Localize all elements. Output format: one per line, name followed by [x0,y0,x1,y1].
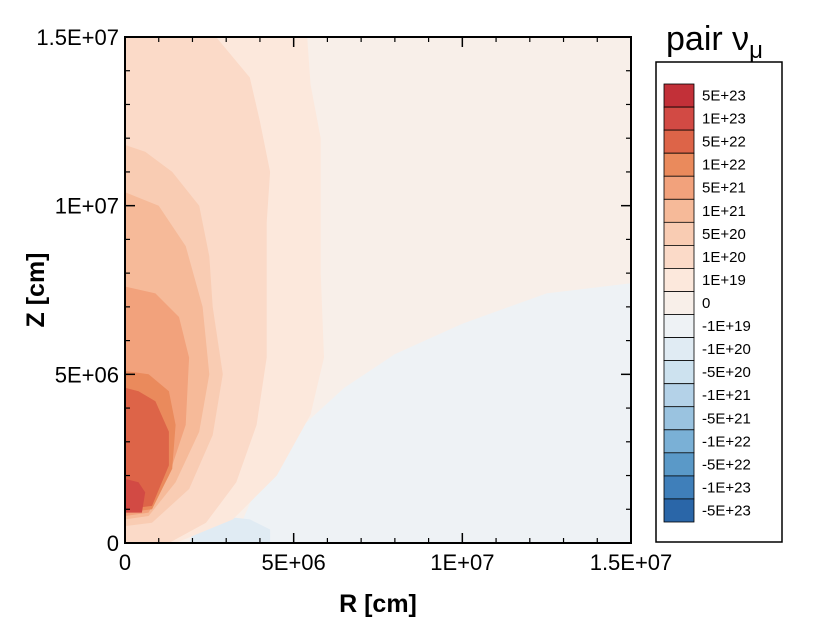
x-tick-label: 5E+06 [262,550,326,575]
colorbar-swatch [663,221,695,246]
y-axis-label: Z [cm] [22,253,50,328]
colorbar-label: 0 [702,295,710,312]
colorbar-swatch [663,360,695,385]
colorbar-swatch [663,383,695,408]
contour-region [125,478,146,513]
colorbar-swatch [663,498,695,523]
colorbar-swatch [663,267,695,292]
colorbar-swatch [663,337,695,362]
colorbar-swatch [663,175,695,200]
colorbar-swatch [663,314,695,339]
x-axis-label: R [cm] [339,590,417,618]
colorbar: 5E+23 1E+23 5E+22 1E+22 5E+21 1E+21 5E+20 1E+20… [663,83,751,523]
legend-title: pair νμ [666,20,763,64]
colorbar-label: -1E+22 [702,433,751,450]
colorbar-label: -5E+23 [702,503,751,520]
colorbar-label: -1E+23 [702,479,751,496]
colorbar-label: -5E+21 [702,410,751,427]
colorbar-swatch [663,129,695,154]
y-tick-label: 1E+07 [55,194,119,219]
colorbar-label: 1E+22 [702,157,746,174]
plot-frame [124,36,632,544]
colorbar-swatch [663,291,695,316]
colorbar-swatch [663,106,695,131]
x-tick-label: 1E+07 [430,550,494,575]
contour-region [243,283,631,543]
colorbar-label: -1E+20 [702,341,751,358]
colorbar-swatch [663,152,695,177]
x-tick-label: 0 [119,550,131,575]
colorbar-label: 5E+20 [702,226,746,243]
colorbar-swatch [663,244,695,269]
colorbar-label: -1E+19 [702,318,751,335]
colorbar-label: 1E+23 [702,111,746,128]
y-tick-label: 0 [107,531,119,556]
colorbar-swatch [663,83,695,108]
axis-ticks: 0 5E+06 1E+07 1.5E+07 0 5E+06 1E+07 1.5E+07 [36,25,672,575]
colorbar-label: 5E+21 [702,180,746,197]
colorbar-label: 1E+21 [702,203,746,220]
colorbar-swatch [663,475,695,500]
legend-title-subscript: μ [749,37,763,64]
colorbar-label: 1E+19 [702,272,746,289]
x-tick-label: 1.5E+07 [590,550,673,575]
colorbar-label: -5E+22 [702,456,751,473]
colorbar-swatch [663,406,695,431]
colorbar-swatch [663,452,695,477]
colorbar-label: -1E+21 [702,387,751,404]
colorbar-swatch [663,198,695,223]
colorbar-label: 5E+23 [702,88,746,105]
colorbar-label: -5E+20 [702,364,751,381]
y-tick-label: 1.5E+07 [36,25,119,50]
colorbar-label: 1E+20 [702,249,746,266]
y-tick-label: 5E+06 [55,362,119,387]
contour-region [125,387,169,510]
colorbar-label: 5E+22 [702,134,746,151]
contour-regions [125,37,631,543]
colorbar-swatch [663,429,695,454]
